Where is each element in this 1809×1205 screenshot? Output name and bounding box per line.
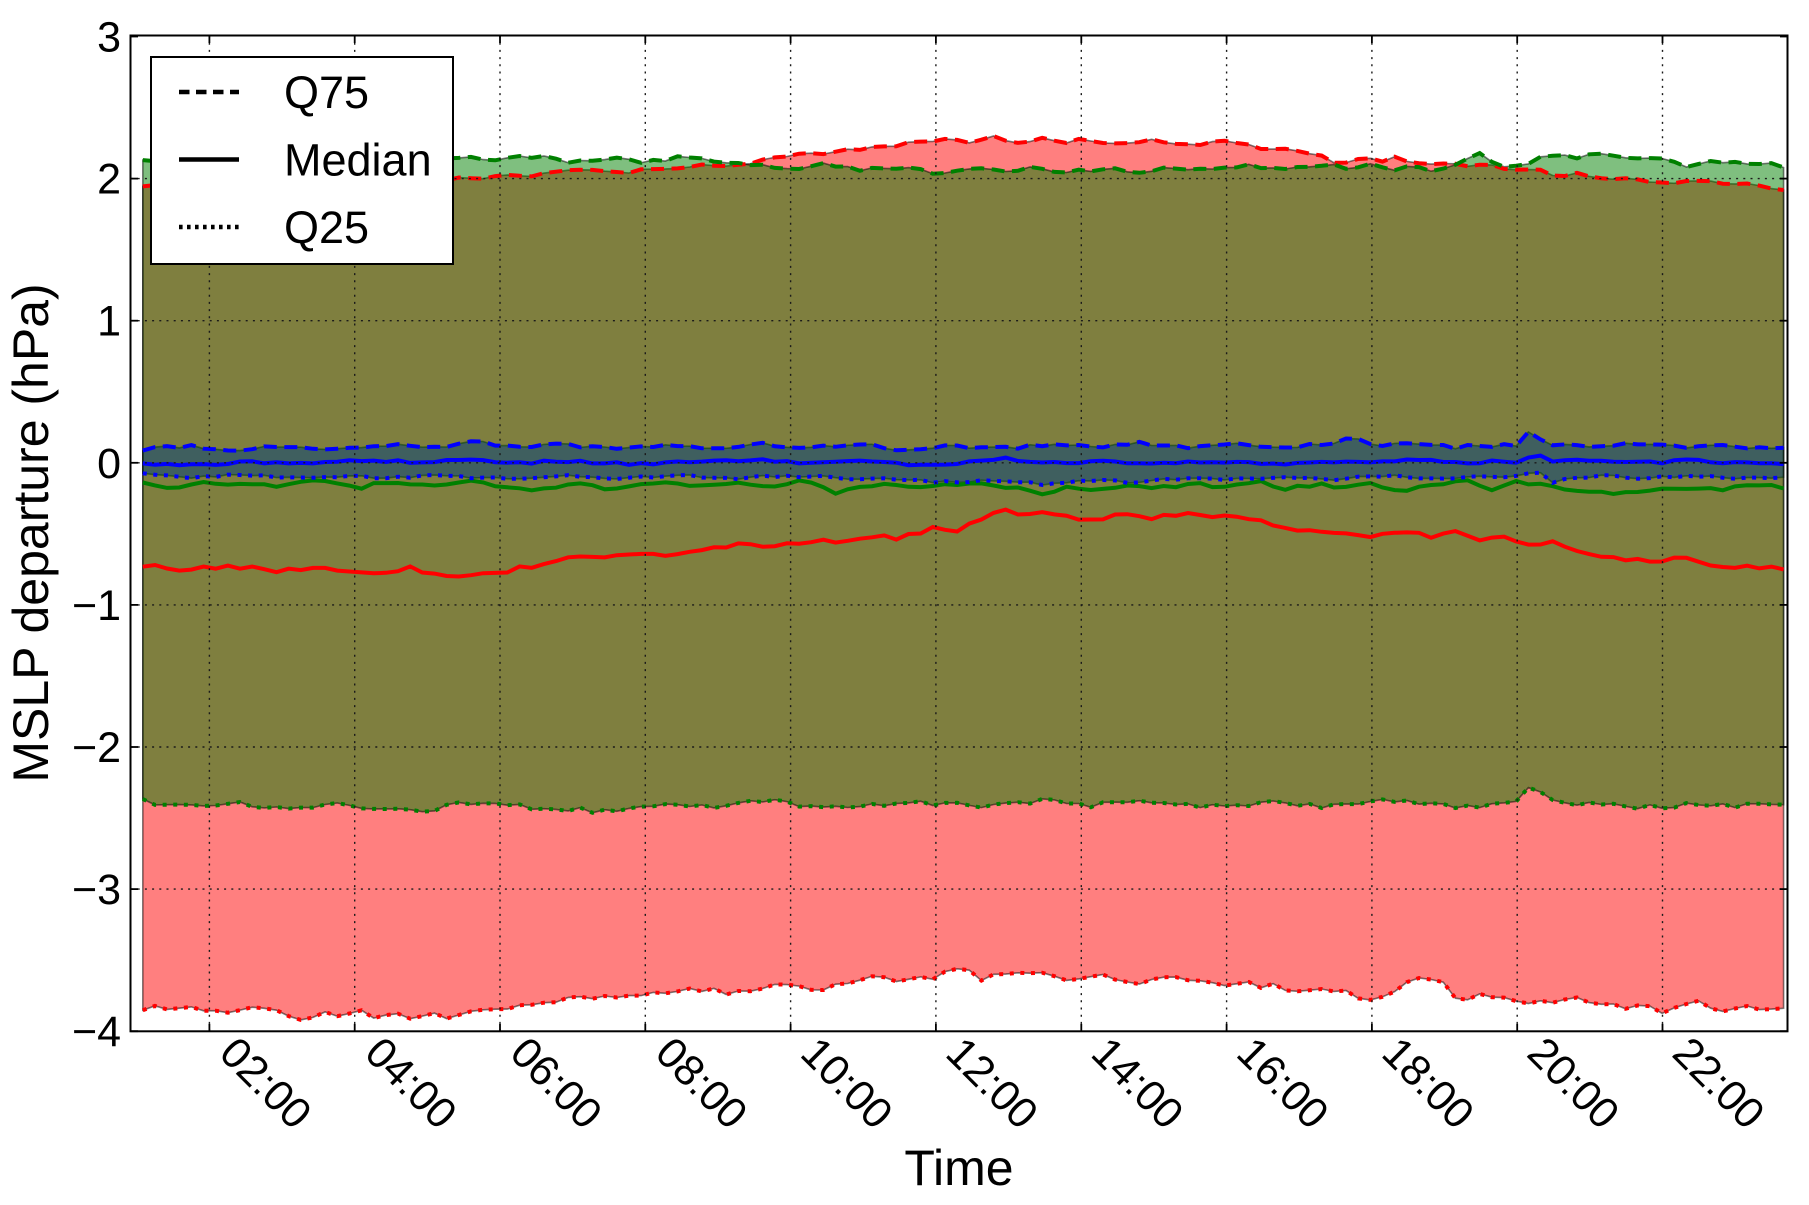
svg-text:−2: −2 bbox=[72, 724, 121, 772]
svg-text:2: 2 bbox=[97, 156, 121, 204]
svg-text:Q25: Q25 bbox=[284, 202, 369, 253]
svg-text:3: 3 bbox=[97, 14, 121, 62]
svg-text:Q75: Q75 bbox=[284, 67, 369, 118]
svg-text:−3: −3 bbox=[72, 866, 121, 914]
svg-text:Time: Time bbox=[904, 1140, 1013, 1196]
svg-text:−4: −4 bbox=[72, 1008, 121, 1056]
svg-text:0: 0 bbox=[97, 440, 121, 488]
svg-text:Median: Median bbox=[284, 135, 432, 186]
svg-text:−1: −1 bbox=[72, 582, 121, 630]
svg-text:1: 1 bbox=[97, 298, 121, 346]
svg-text:MSLP departure (hPa): MSLP departure (hPa) bbox=[3, 283, 59, 782]
